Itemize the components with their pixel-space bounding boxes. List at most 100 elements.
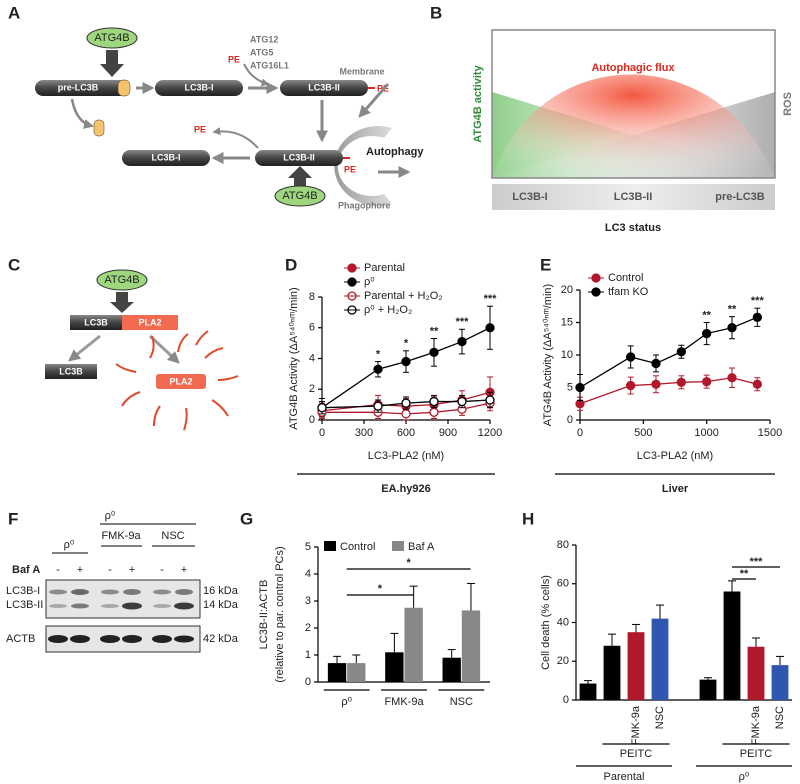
point [651, 379, 661, 389]
legend-label: ρ⁰ [364, 276, 375, 288]
pe-label: PE [344, 164, 356, 174]
panel-label: A [8, 3, 20, 22]
panel-label: F [8, 509, 18, 528]
x-tick-label: NSC [450, 696, 473, 708]
band [115, 330, 239, 431]
phagophore-label: Phagophore [338, 200, 391, 210]
band [100, 635, 120, 643]
x-tick-label: FMK-9a [384, 696, 424, 708]
arrow [68, 334, 101, 362]
panel-a: ATG4B pre-LC3B LC3B-I LC3B-II PE PE ATG1… [35, 27, 424, 210]
flux-label: Autophagic flux [591, 62, 675, 74]
point [429, 347, 439, 358]
size-label: 42 kDa [203, 633, 239, 645]
fusion-label: LC3B [84, 317, 108, 327]
product-label: LC3B [59, 366, 83, 376]
bar [404, 607, 423, 682]
capsule [255, 150, 343, 166]
significance: ** [740, 568, 749, 580]
pe-label: PE [194, 124, 206, 134]
bar [347, 663, 366, 682]
significance: * [378, 583, 383, 595]
significance: *** [750, 556, 764, 568]
sign: - [56, 564, 60, 576]
inhibitor-label: NSC [161, 530, 184, 542]
sample-label: EA.hy926 [381, 483, 431, 495]
sample-label: Liver [662, 483, 689, 495]
enzyme-label: ATG4B [282, 190, 317, 202]
bar [385, 652, 404, 682]
legend-label: Control [608, 272, 643, 284]
sign: + [129, 564, 135, 576]
point [651, 358, 661, 369]
point [401, 356, 411, 367]
capsule [122, 150, 210, 166]
bar [651, 618, 669, 700]
capsule-label: LC3B-II [283, 152, 315, 162]
point [727, 373, 737, 383]
conjugation-label: ATG5 [250, 47, 273, 57]
state-band [492, 184, 775, 210]
point [575, 382, 585, 393]
x-tick-label: 900 [439, 427, 457, 439]
point [702, 376, 712, 387]
conjugation-label: ATG16L1 [250, 60, 289, 70]
arrow [70, 98, 94, 129]
x-tick-label: FMK-9a [750, 705, 762, 745]
capsule-label: LC3B-I [185, 82, 214, 92]
point [626, 352, 636, 362]
bar [627, 632, 645, 700]
panel-f: ρ⁰ ρ⁰ FMK-9a NSC Baf A - + - + - + LC3B-… [6, 510, 239, 653]
y-tick-label: 5 [567, 381, 573, 393]
y-tick-label: 0 [305, 676, 311, 688]
point [457, 336, 467, 347]
bar [747, 646, 765, 700]
bands [49, 589, 194, 610]
arrow [212, 127, 259, 149]
product-lc3b [45, 364, 97, 379]
x-tick-label: ρ⁰ [341, 696, 352, 708]
pe-label: PE [228, 54, 240, 64]
y-tick-label: 0 [563, 694, 569, 706]
series-line [322, 402, 491, 415]
y-tick-label: 2 [305, 622, 311, 634]
band [122, 602, 142, 610]
panel-b: Autophagic flux ATG4B activity ROS LC3B-… [472, 29, 794, 234]
point [401, 398, 411, 408]
band [175, 589, 193, 595]
y-tick-label: 0 [309, 414, 315, 426]
point [429, 407, 439, 417]
inhibitor-label: FMK-9a [101, 530, 141, 542]
band [153, 604, 171, 608]
y-tick-label: 40 [557, 616, 569, 628]
y-tick-label: 8 [309, 291, 315, 303]
significance: ** [430, 325, 439, 337]
band-label: LC3B-II [6, 599, 43, 611]
conjugation-label: ATG12 [250, 34, 278, 44]
arrow [243, 63, 270, 87]
legend-label: ρ⁰ + H₂O₂ [364, 304, 412, 316]
fusion-lc3b [70, 315, 122, 330]
treatment-label: PEITC [740, 748, 772, 760]
bar [327, 663, 347, 682]
band [152, 635, 172, 643]
enzyme-shape [86, 27, 138, 49]
cleaved-tail [117, 79, 131, 97]
band-label: LC3B-I [6, 585, 40, 597]
y-tick-label: 4 [309, 352, 315, 364]
bar [579, 683, 597, 700]
point [702, 328, 712, 339]
x-axis-label: LC3 status [605, 222, 661, 234]
treatment-label: Baf A [12, 564, 40, 576]
sign: + [77, 564, 83, 576]
y-tick-label: 4 [305, 568, 311, 580]
x-tick-label: 600 [397, 427, 415, 439]
enzyme-label: ATG4B [104, 274, 139, 286]
x-tick-label: 1500 [758, 427, 782, 439]
blot [45, 579, 201, 619]
state-label: LC3B-I [512, 191, 547, 203]
enzyme-shape [96, 269, 148, 291]
arrow [148, 334, 180, 364]
y-tick-label: 20 [557, 655, 569, 667]
bar [461, 610, 481, 682]
